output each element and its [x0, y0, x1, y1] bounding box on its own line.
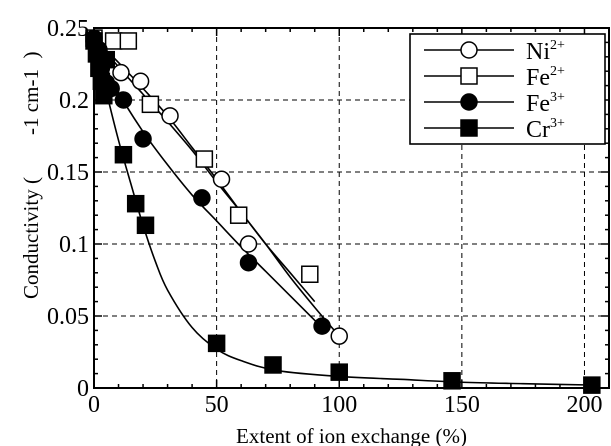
data-point-fe-2plus: [119, 32, 138, 50]
data-point-cr-3plus: [207, 334, 226, 353]
data-point-ni-2plus: [131, 72, 150, 91]
data-point-ni-2plus: [330, 327, 348, 345]
data-point-fe-3plus: [313, 317, 331, 335]
data-point-fe-2plus: [229, 206, 248, 224]
y-tick-label: 0.1: [59, 232, 89, 258]
tick-labels: 0 50 100 150 200 0 0.05 0.1 0.15 0.2 0.25: [47, 16, 602, 418]
legend-marker-ni-2plus: [460, 41, 478, 59]
data-markers: [85, 29, 601, 394]
data-point-ni-2plus: [239, 235, 258, 253]
series-ni-2plus: [85, 32, 348, 345]
data-point-cr-3plus: [114, 145, 133, 164]
data-point-cr-3plus: [264, 356, 282, 374]
data-point-ni-2plus: [112, 63, 130, 82]
x-tick-label: 200: [566, 392, 602, 418]
data-point-cr-3plus: [330, 363, 348, 381]
legend-label-fe-2plus: Fe2+: [526, 64, 565, 91]
data-point-fe-2plus: [141, 95, 160, 114]
legend-label-ni-2plus: Ni2+: [526, 38, 565, 65]
data-point-ni-2plus: [212, 170, 231, 188]
data-point-fe-3plus: [134, 130, 152, 148]
x-tick-label: 50: [205, 392, 229, 418]
legend-marker-cr-3plus: [460, 119, 478, 137]
x-tick-label: 0: [88, 392, 100, 418]
series-cr-3plus: [85, 32, 601, 394]
y-tick-label: 0.2: [59, 88, 89, 114]
data-point-fe-3plus: [239, 253, 258, 272]
legend-label-fe-3plus: Fe3+: [526, 90, 565, 117]
data-point-cr-3plus: [126, 194, 145, 213]
legend-marker-fe-3plus: [460, 93, 478, 111]
x-tick-label: 100: [321, 392, 357, 418]
data-point-cr-3plus: [583, 376, 601, 394]
y-tick-label: 0.15: [47, 160, 89, 186]
data-point-cr-3plus: [136, 216, 155, 235]
y-axis-title-main: Conductivity (: [19, 177, 43, 299]
data-point-fe-2plus: [104, 32, 123, 50]
y-tick-label: 0.25: [47, 16, 89, 42]
legend-box: [409, 33, 606, 145]
data-point-cr-3plus: [97, 50, 116, 69]
legend-label-cr-3plus: Cr3+: [526, 116, 565, 143]
plot-frame: [93, 27, 610, 389]
x-tick-label: 150: [444, 392, 480, 418]
data-point-ni-2plus: [161, 107, 179, 125]
data-point-cr-3plus: [92, 72, 111, 91]
data-point-cr-3plus: [443, 372, 461, 390]
legend: Ni2+Fe2+Fe3+Cr3+: [409, 33, 606, 145]
data-point-fe-2plus: [195, 150, 214, 168]
fit-curve-fe-3plus: [93, 37, 328, 333]
y-axis-title: Conductivity ( -1 cm-1 ): [19, 52, 43, 299]
data-point-cr-3plus: [95, 86, 113, 105]
data-point-fe-3plus: [193, 189, 211, 207]
y-tick-label: 0.05: [47, 304, 89, 330]
data-point-fe-3plus: [114, 91, 133, 109]
legend-marker-fe-2plus: [460, 67, 478, 85]
x-axis-title: Extent of ion exchange (%): [236, 424, 467, 446]
y-axis-title-close: ): [19, 52, 43, 59]
data-point-fe-2plus: [301, 265, 319, 283]
y-tick-label: 0: [77, 376, 89, 402]
y-axis-title-unit: -1 cm-1: [19, 69, 43, 135]
